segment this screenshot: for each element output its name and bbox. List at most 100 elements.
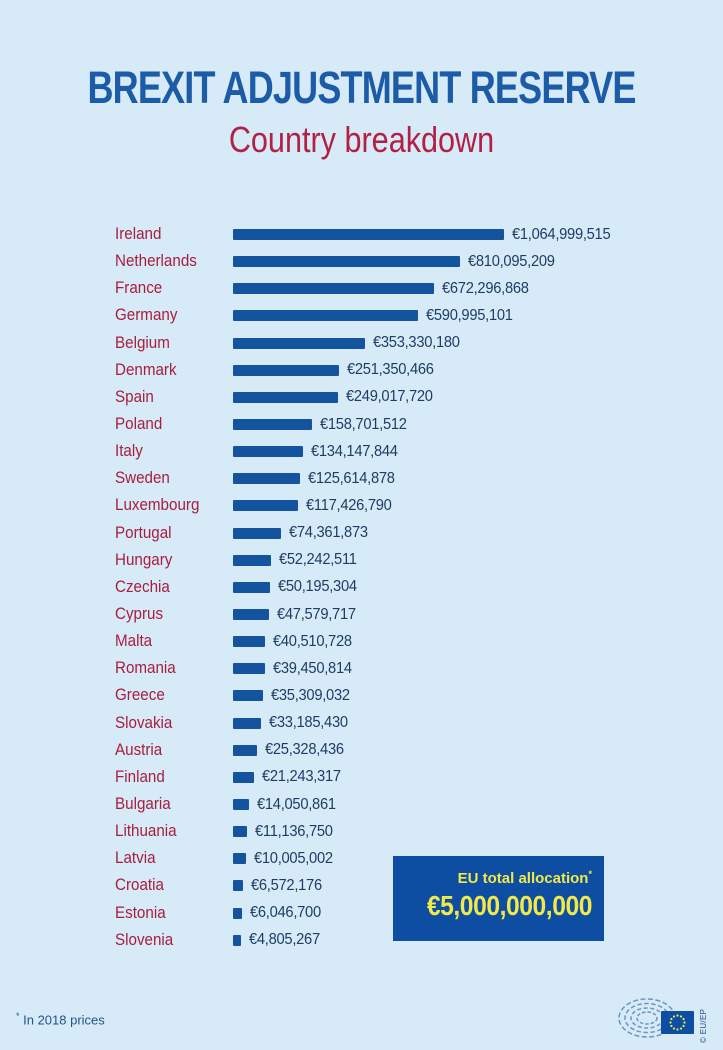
country-label: Lithuania	[115, 822, 177, 841]
bar	[233, 256, 460, 268]
value-label: €590,995,101	[425, 306, 513, 324]
bar	[233, 880, 243, 892]
country-label: Estonia	[115, 903, 166, 922]
bar	[233, 934, 242, 946]
country-label: Slovenia	[115, 930, 174, 949]
country-label: Austria	[115, 740, 163, 759]
chart-row: Austria €25,328,436	[115, 737, 675, 764]
bar	[233, 310, 418, 322]
value-label: €14,050,861	[257, 795, 336, 813]
country-label: Greece	[115, 686, 165, 705]
chart-row: Finland €21,243,317	[115, 764, 675, 791]
footnote: * In 2018 prices	[16, 1011, 105, 1028]
chart-row: Italy €134,147,844	[115, 438, 675, 465]
country-label: France	[115, 279, 163, 298]
value-label: €25,328,436	[264, 741, 344, 759]
country-label: Germany	[115, 306, 178, 325]
country-label: Netherlands	[115, 252, 197, 271]
country-label: Latvia	[115, 849, 156, 868]
value-label: €810,095,209	[467, 252, 555, 270]
chart-row: Belgium €353,330,180	[115, 330, 675, 357]
chart-row: Portugal €74,361,873	[115, 520, 675, 547]
value-label: €125,614,878	[308, 469, 396, 487]
value-label: €11,136,750	[254, 822, 333, 840]
country-label: Czechia	[115, 577, 170, 596]
value-label: €50,195,304	[278, 578, 357, 596]
country-label: Poland	[115, 415, 163, 434]
total-allocation-box: EU total allocation* €5,000,000,000	[393, 856, 604, 941]
chart-row: Spain €249,017,720	[115, 384, 675, 411]
country-label: Denmark	[115, 360, 177, 379]
bar	[233, 337, 366, 349]
eu-flag-icon	[661, 1011, 694, 1034]
bar	[233, 717, 262, 729]
value-label: €21,243,317	[262, 768, 341, 786]
chart-row: Ireland €1,064,999,515	[115, 221, 675, 248]
country-label: Belgium	[115, 333, 170, 352]
value-label: €1,064,999,515	[512, 225, 611, 243]
value-label: €672,296,868	[442, 279, 529, 297]
bar	[233, 744, 257, 756]
value-label: €353,330,180	[373, 334, 460, 352]
bar	[233, 419, 312, 431]
bar	[233, 283, 434, 295]
bar	[233, 826, 247, 838]
value-label: €47,579,717	[276, 605, 356, 623]
copyright-credit: © EU/EP	[699, 1008, 708, 1043]
total-allocation-label: EU total allocation*	[457, 869, 592, 887]
bar	[233, 229, 505, 241]
value-label: €251,350,466	[346, 361, 434, 379]
country-label: Spain	[115, 387, 154, 406]
bar	[233, 473, 301, 485]
country-label: Italy	[115, 442, 143, 461]
chart-row: Hungary €52,242,511	[115, 547, 675, 574]
bar	[233, 581, 271, 593]
chart-row: Denmark €251,350,466	[115, 357, 675, 384]
value-label: €74,361,873	[288, 524, 368, 542]
country-label: Finland	[115, 767, 165, 786]
value-label: €117,426,790	[305, 496, 392, 514]
chart-row: Sweden €125,614,878	[115, 465, 675, 492]
bar	[233, 690, 263, 702]
total-allocation-value: €5,000,000,000	[426, 890, 593, 921]
chart-row: Estonia €6,046,700	[115, 900, 675, 927]
value-label: €6,046,700	[250, 904, 322, 922]
footnote-marker: *	[588, 869, 592, 879]
chart-row: Germany €590,995,101	[115, 302, 675, 329]
chart-row: France €672,296,868	[115, 275, 675, 302]
value-label: €52,242,511	[279, 551, 357, 569]
chart-row: Greece €35,309,032	[115, 682, 675, 709]
bar	[233, 364, 339, 376]
bar	[233, 771, 255, 783]
bar	[233, 391, 339, 403]
value-label: €40,510,728	[273, 632, 353, 650]
bar	[233, 853, 246, 865]
chart-row: Latvia €10,005,002	[115, 845, 675, 872]
page-subtitle: Country breakdown	[228, 119, 495, 160]
value-label: €6,572,176	[250, 876, 322, 894]
footnote-marker: *	[16, 1011, 20, 1021]
value-label: €249,017,720	[346, 388, 433, 406]
bar	[233, 500, 298, 512]
chart-row: Cyprus €47,579,717	[115, 601, 675, 628]
page-title: BREXIT ADJUSTMENT RESERVE	[87, 62, 636, 113]
country-label: Hungary	[115, 550, 173, 569]
country-label: Ireland	[115, 225, 162, 244]
chart-row: Netherlands €810,095,209	[115, 248, 675, 275]
bar	[233, 446, 304, 458]
value-label: €4,805,267	[249, 931, 320, 949]
bar	[233, 609, 269, 621]
value-label: €10,005,002	[254, 849, 333, 867]
value-label: €134,147,844	[311, 442, 399, 460]
bar	[233, 527, 281, 539]
value-label: €39,450,814	[272, 659, 352, 677]
bar	[233, 799, 250, 811]
value-label: €33,185,430	[269, 714, 349, 732]
chart-row: Luxembourg €117,426,790	[115, 492, 675, 519]
bar	[233, 636, 266, 648]
bar	[233, 663, 265, 675]
country-label: Portugal	[115, 523, 172, 542]
chart-row: Czechia €50,195,304	[115, 574, 675, 601]
bar	[233, 554, 272, 566]
